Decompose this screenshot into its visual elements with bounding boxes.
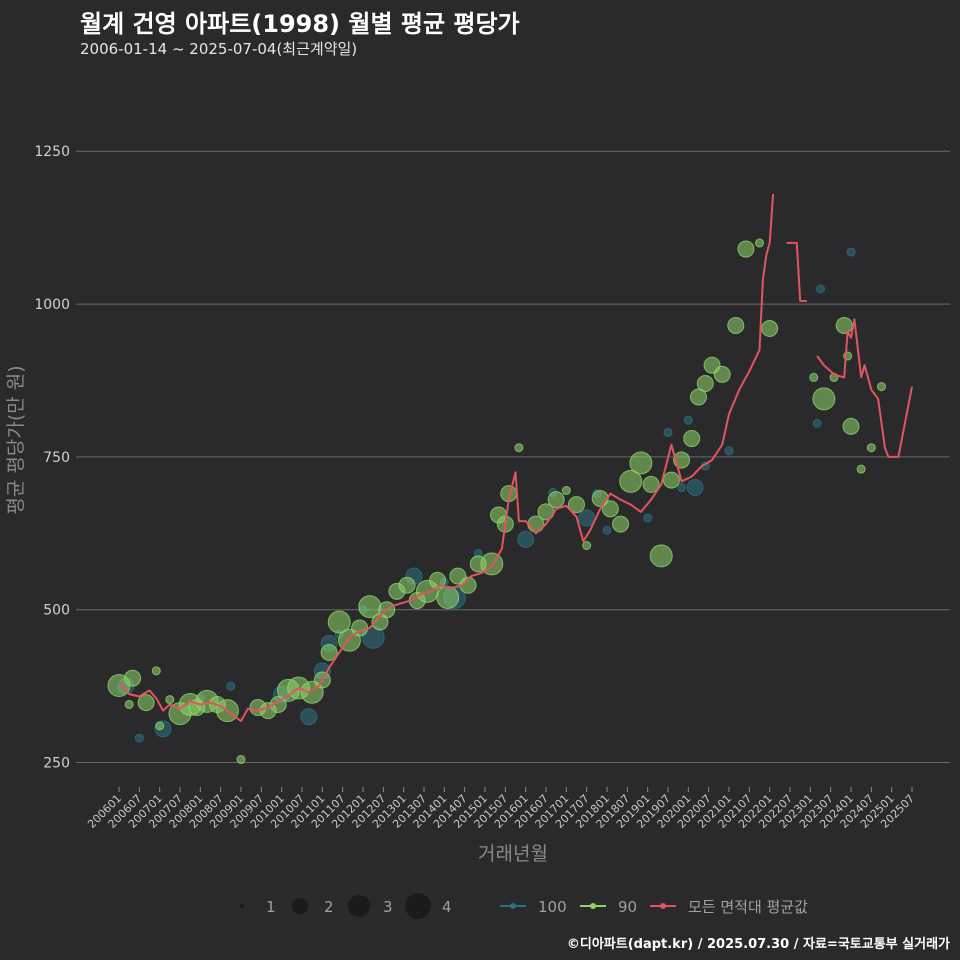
size-legend-label: 4 (442, 898, 452, 916)
point-90 (642, 475, 660, 493)
point-100 (846, 247, 856, 257)
point-90 (755, 238, 764, 248)
point-90 (236, 754, 246, 764)
point-90 (761, 320, 779, 338)
color-legend-label: 90 (618, 898, 637, 916)
point-90 (809, 372, 819, 382)
size-legend-key (405, 893, 431, 919)
source-caption: ©디아파트(dapt.kr) / 2025.07.30 / 자료=국토교통부 실… (566, 937, 950, 952)
chart-title: 월계 건영 아파트(1998) 월별 평균 평당가 (80, 10, 520, 38)
average-line-segment (816, 318, 913, 458)
chart-subtitle: 2006-01-14 ~ 2025-07-04(최근계약일) (80, 40, 358, 58)
point-90 (727, 316, 745, 334)
point-100 (517, 530, 535, 548)
point-90 (662, 471, 680, 489)
point-90 (612, 515, 630, 533)
point-100 (724, 446, 734, 456)
color-legend-dot (590, 903, 596, 909)
y-tick-label: 1000 (34, 297, 70, 313)
point-90 (690, 388, 707, 406)
point-90 (582, 541, 592, 551)
point-90 (137, 694, 155, 712)
point-90 (619, 469, 643, 493)
x-axis-ticks: 2006012006072007012007072008012008072009… (85, 787, 917, 831)
point-90 (124, 669, 142, 687)
point-90 (436, 585, 460, 609)
point-90 (561, 486, 571, 496)
color-legend-dot (660, 903, 666, 909)
point-90 (629, 451, 653, 475)
point-90 (398, 576, 416, 594)
size-legend-key (348, 895, 370, 917)
point-100 (226, 681, 236, 691)
point-100 (812, 418, 822, 428)
point-100 (300, 708, 318, 726)
point-90 (327, 610, 351, 634)
point-100 (677, 482, 687, 492)
point-90 (155, 721, 165, 731)
y-tick-label: 250 (43, 756, 70, 772)
point-90 (514, 443, 524, 453)
point-90 (877, 382, 886, 392)
point-90 (737, 240, 755, 258)
point-100 (683, 415, 693, 425)
point-100 (602, 525, 612, 535)
y-axis-title: 평균 평당가(만 원) (5, 365, 27, 514)
point-100 (643, 513, 653, 523)
point-90 (601, 500, 619, 518)
grid-lines (76, 150, 950, 764)
point-90 (269, 695, 287, 713)
point-100 (816, 284, 825, 294)
point-100 (578, 509, 596, 527)
y-tick-label: 1250 (34, 144, 70, 160)
point-90 (866, 443, 876, 453)
size-legend-label: 1 (266, 898, 276, 916)
color-legend-label: 100 (538, 898, 567, 916)
point-100 (686, 478, 704, 496)
x-axis-title: 거래년월 (478, 843, 548, 865)
size-legend-key (240, 904, 244, 908)
point-90 (683, 430, 701, 448)
y-axis-ticks: 250 500 750 1000 1250 (34, 144, 70, 771)
size-legend-label: 3 (383, 898, 393, 916)
point-90 (713, 365, 731, 383)
point-90 (568, 496, 585, 514)
point-90 (320, 644, 338, 662)
size-legend-label: 2 (324, 898, 334, 916)
point-90 (812, 387, 836, 411)
point-100 (663, 427, 673, 437)
average-line (118, 193, 913, 722)
point-90 (842, 417, 860, 435)
average-line-segment (118, 193, 775, 722)
average-line-segment (786, 241, 807, 302)
point-90 (151, 666, 161, 676)
point-90 (165, 695, 175, 705)
point-90 (547, 491, 565, 509)
y-tick-label: 500 (43, 603, 70, 619)
point-90 (835, 316, 853, 334)
point-90 (124, 699, 134, 709)
size-legend-key (292, 898, 308, 914)
color-legend-dot (510, 903, 516, 909)
y-tick-label: 750 (43, 450, 70, 466)
point-90 (696, 375, 714, 393)
scatter-points (107, 238, 886, 764)
legend: 1 2 3 4 100 90 모든 면적대 평균값 (240, 893, 808, 919)
point-90 (649, 544, 673, 568)
color-legend-label: 모든 면적대 평균값 (688, 898, 808, 916)
point-90 (856, 464, 866, 474)
point-100 (134, 733, 144, 743)
